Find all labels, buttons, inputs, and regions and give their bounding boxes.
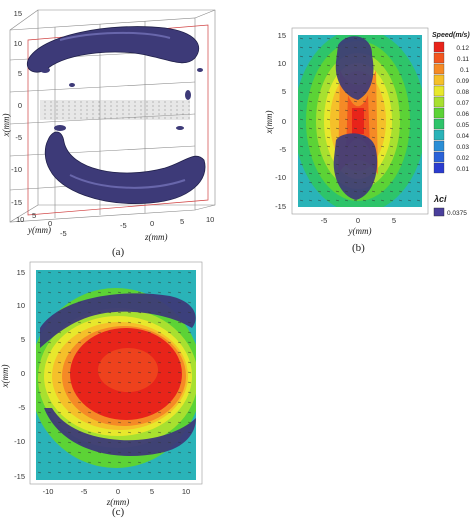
legend-swatch xyxy=(433,107,445,119)
legend-swatch xyxy=(433,162,445,174)
tick: 10 xyxy=(17,301,25,310)
panel-b-y-ticks: 15 10 5 0 -5 -10 -15 xyxy=(275,31,286,211)
tick: 0 xyxy=(356,216,360,225)
legend-level-label: 0.07 xyxy=(456,100,469,107)
tick: -5 xyxy=(18,403,25,412)
panel-c-y-ticks: 15 10 5 0 -5 -10 -15 xyxy=(14,268,25,481)
tick: 0 xyxy=(150,219,154,228)
legend-swatch xyxy=(433,151,445,163)
legend-level-label: 0.06 xyxy=(456,111,469,118)
tick: 5 xyxy=(180,217,184,226)
tick: -15 xyxy=(275,202,286,211)
tick: 0 xyxy=(282,117,286,126)
panel-c-caption: (c) xyxy=(112,506,125,518)
tick: -10 xyxy=(14,437,25,446)
panel-a-fragments xyxy=(40,67,203,131)
tick: -5 xyxy=(15,133,22,142)
tick: 0 xyxy=(48,219,52,228)
panel-c-contour xyxy=(36,270,196,480)
legend-swatch xyxy=(433,140,445,152)
tick: -5 xyxy=(321,216,328,225)
tick: 10 xyxy=(278,59,286,68)
legend-level-label: 0.1 xyxy=(460,67,469,74)
panel-a-y-label: x(mm) xyxy=(1,114,11,138)
tick: 5 xyxy=(150,487,154,496)
panel-b-contour xyxy=(298,35,422,207)
tick: 5 xyxy=(282,87,286,96)
tick: 10 xyxy=(16,215,24,224)
legend-swatch xyxy=(433,52,445,64)
tick: 5 xyxy=(18,69,22,78)
tick: -5 xyxy=(81,487,88,496)
legend-speed: 0.12 0.11 0.1 0.09 0.08 0.07 0.06 0.05 0.04 0.03 0… xyxy=(433,41,470,174)
panel-a-depth-label: y(mm) xyxy=(27,225,51,235)
legend-swatch xyxy=(433,129,445,141)
panel-b-y-label: x(mm) xyxy=(264,111,274,135)
panel-b-x-label: y(mm) xyxy=(348,226,372,236)
legend-level-label: 0.02 xyxy=(456,155,469,162)
tick: -5 xyxy=(60,229,67,238)
tick: -15 xyxy=(11,198,22,207)
legend-level-label: 0.04 xyxy=(456,133,469,140)
tick: 5 xyxy=(32,211,36,220)
legend-swatch xyxy=(433,85,445,97)
tick: -10 xyxy=(11,165,22,174)
panel-c-figure: 15 10 5 0 -5 -10 -15 x(mm) -10 -5 0 5 10… xyxy=(0,261,203,507)
tick: -5 xyxy=(120,221,127,230)
panel-a-y-ticks: 15 10 5 0 -5 -10 -15 xyxy=(11,9,22,207)
panel-a: 15 10 5 0 -5 -10 -15 x(mm) 10 5 0 -5 y(m… xyxy=(0,0,240,258)
legend-swatch xyxy=(433,41,445,53)
tick: 0 xyxy=(18,101,22,110)
tick: 0 xyxy=(21,369,25,378)
panel-c: 15 10 5 0 -5 -10 -15 x(mm) -10 -5 0 5 10… xyxy=(0,258,240,522)
panel-b: 15 10 5 0 -5 -10 -15 x(mm) -5 0 5 y(mm) … xyxy=(248,0,474,262)
legend-level-label: 0.05 xyxy=(456,122,469,129)
legend-lambda-value: 0.0375 xyxy=(447,210,467,217)
panel-c-x-label: z(mm) xyxy=(106,497,130,507)
panel-b-caption: (b) xyxy=(352,242,365,254)
legend-level-label: 0.03 xyxy=(456,144,469,151)
tick: 15 xyxy=(14,9,22,18)
tick: 10 xyxy=(14,39,22,48)
panel-a-lower-ring xyxy=(44,131,206,204)
legend-swatch xyxy=(433,63,445,75)
legend-speed-title: Speed(m/s) xyxy=(432,32,470,39)
legend-level-label: 0.12 xyxy=(456,45,469,52)
tick: 5 xyxy=(21,335,25,344)
tick: -5 xyxy=(279,145,286,154)
legend-swatch xyxy=(433,74,445,86)
legend-level-label: 0.11 xyxy=(457,56,470,63)
panel-a-x-label: z(mm) xyxy=(144,232,168,242)
tick: 15 xyxy=(17,268,25,277)
legend-level-label: 0.01 xyxy=(456,166,469,173)
tick: -15 xyxy=(14,472,25,481)
tick: 10 xyxy=(182,487,190,496)
panel-a-vector-plane xyxy=(40,100,190,120)
tick: 15 xyxy=(278,31,286,40)
panel-c-x-ticks: -10 -5 0 5 10 xyxy=(43,487,191,496)
tick: 10 xyxy=(206,215,214,224)
tick: 0 xyxy=(116,487,120,496)
panel-a-caption: (a) xyxy=(112,246,125,258)
tick: -10 xyxy=(43,487,54,496)
panel-a-figure: 15 10 5 0 -5 -10 -15 x(mm) 10 5 0 -5 y(m… xyxy=(1,9,216,242)
panel-c-y-label: x(mm) xyxy=(0,365,10,389)
panel-b-x-ticks: -5 0 5 xyxy=(321,216,396,225)
panel-b-figure: 15 10 5 0 -5 -10 -15 x(mm) -5 0 5 y(mm) … xyxy=(264,27,470,236)
legend-level-label: 0.08 xyxy=(456,89,469,96)
legend-level-label: 0.09 xyxy=(456,78,469,85)
legend-lambda-swatch xyxy=(433,207,445,217)
legend-lambda-title: λci xyxy=(433,194,447,204)
tick: 5 xyxy=(392,216,396,225)
panel-a-depth-ticks: 10 5 0 -5 xyxy=(16,211,67,238)
legend-swatch xyxy=(433,96,445,108)
panel-a-x-ticks: -5 0 5 10 xyxy=(120,215,214,230)
legend-swatch xyxy=(433,118,445,130)
tick: -10 xyxy=(275,173,286,182)
